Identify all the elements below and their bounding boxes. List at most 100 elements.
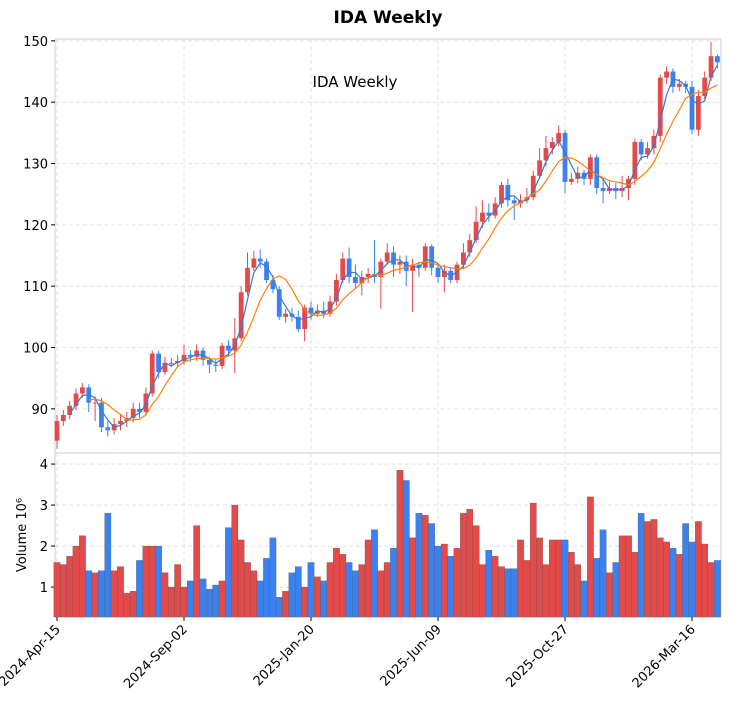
- y-tick-label: 100: [23, 342, 48, 357]
- candle-body: [632, 142, 638, 179]
- volume-bar: [180, 586, 188, 618]
- candle-body: [600, 188, 606, 192]
- candle-body: [257, 258, 263, 262]
- volume-bar: [460, 513, 467, 618]
- candle-body: [187, 354, 193, 357]
- volume-bar: [123, 593, 131, 618]
- volume-bar: [421, 515, 429, 618]
- volume-bar: [409, 537, 416, 618]
- volume-bar: [136, 560, 143, 618]
- volume-bar: [263, 558, 270, 618]
- annotation: IDA Weekly: [313, 73, 398, 91]
- volume-bar: [593, 558, 601, 618]
- volume-bar: [383, 562, 391, 618]
- y-tick-label: 150: [23, 35, 48, 50]
- volume-bar: [174, 564, 181, 618]
- volume-bar: [98, 570, 105, 618]
- volume-bar: [701, 543, 709, 618]
- y-tick-label: 3: [40, 499, 48, 514]
- candle-body: [702, 77, 708, 97]
- volume-bar: [244, 562, 251, 618]
- volume-bar: [72, 545, 80, 618]
- candle-body: [689, 86, 695, 130]
- volume-bar: [91, 572, 99, 618]
- volume-bar: [275, 597, 283, 618]
- candle-body: [657, 77, 663, 136]
- candle-body: [391, 252, 396, 265]
- candle-body: [92, 402, 98, 404]
- volume-bar: [129, 591, 137, 618]
- volume-bar: [618, 535, 626, 618]
- y-tick-label: 130: [23, 158, 48, 173]
- volume-bar: [606, 572, 613, 618]
- moving-average-line: [88, 84, 718, 421]
- candle-body: [60, 414, 66, 422]
- volume-bar: [536, 537, 543, 618]
- candle-body: [162, 362, 168, 373]
- volume-bar: [548, 539, 556, 618]
- x-tick-label: 2025-Jun-09: [378, 622, 445, 689]
- candle-body: [467, 240, 473, 253]
- volume-bar: [682, 523, 689, 618]
- candle-body: [581, 172, 587, 179]
- candle-body: [327, 301, 333, 314]
- candle-body: [626, 178, 631, 189]
- candle-body: [568, 178, 574, 182]
- volume-bar: [434, 545, 442, 618]
- candle-body: [270, 280, 276, 290]
- volume-bar: [206, 588, 213, 618]
- candle-body: [695, 96, 701, 130]
- volume-bar: [53, 562, 61, 618]
- candle-body: [556, 132, 562, 143]
- volume-bar: [675, 554, 683, 618]
- volume-bar: [498, 566, 505, 618]
- volume-bar: [314, 576, 321, 618]
- volume-bar: [161, 572, 169, 618]
- volume-bar: [339, 554, 347, 618]
- volume-bar: [568, 552, 575, 618]
- candle-body: [105, 427, 111, 431]
- candle-body: [99, 402, 104, 428]
- candle-body: [340, 258, 346, 281]
- volume-bar: [479, 564, 486, 618]
- volume-bar: [142, 545, 150, 618]
- candle-body: [461, 252, 466, 265]
- volume-bar: [472, 525, 480, 618]
- candle-body: [473, 221, 479, 241]
- volume-bar: [612, 562, 620, 618]
- volume-bar: [523, 560, 531, 618]
- volume-bar: [542, 564, 550, 618]
- volume-bar: [352, 570, 359, 618]
- volume-bar: [714, 560, 721, 618]
- candle-body: [168, 362, 174, 364]
- candle-body: [276, 289, 282, 317]
- volume-bar: [504, 568, 512, 618]
- candle-body: [664, 71, 669, 78]
- candle-body: [480, 212, 485, 222]
- candle-body: [530, 175, 536, 198]
- volume-bar: [237, 539, 245, 618]
- volume-bar: [148, 545, 156, 618]
- candle-body: [492, 203, 498, 216]
- volume-bar: [320, 580, 328, 618]
- candle-body: [251, 258, 257, 268]
- candle-body: [588, 157, 593, 179]
- volume-bar: [231, 504, 239, 618]
- candle-body: [397, 261, 403, 265]
- volume-bar: [225, 527, 232, 618]
- volume-bar: [447, 556, 455, 618]
- volume-bar: [555, 539, 562, 618]
- chart-title: IDA Weekly: [334, 8, 443, 28]
- volume-bar: [104, 513, 112, 618]
- volume-bar: [269, 537, 277, 618]
- candle-body: [143, 393, 149, 412]
- candle-body: [651, 135, 657, 149]
- candle-body: [334, 280, 339, 302]
- candle-body: [435, 267, 441, 277]
- y-tick-label: 120: [23, 219, 48, 234]
- candle-body: [676, 83, 682, 87]
- candle-body: [505, 184, 511, 201]
- volume-bar: [491, 556, 499, 618]
- candle-body: [194, 350, 200, 357]
- volume-bar: [631, 552, 639, 618]
